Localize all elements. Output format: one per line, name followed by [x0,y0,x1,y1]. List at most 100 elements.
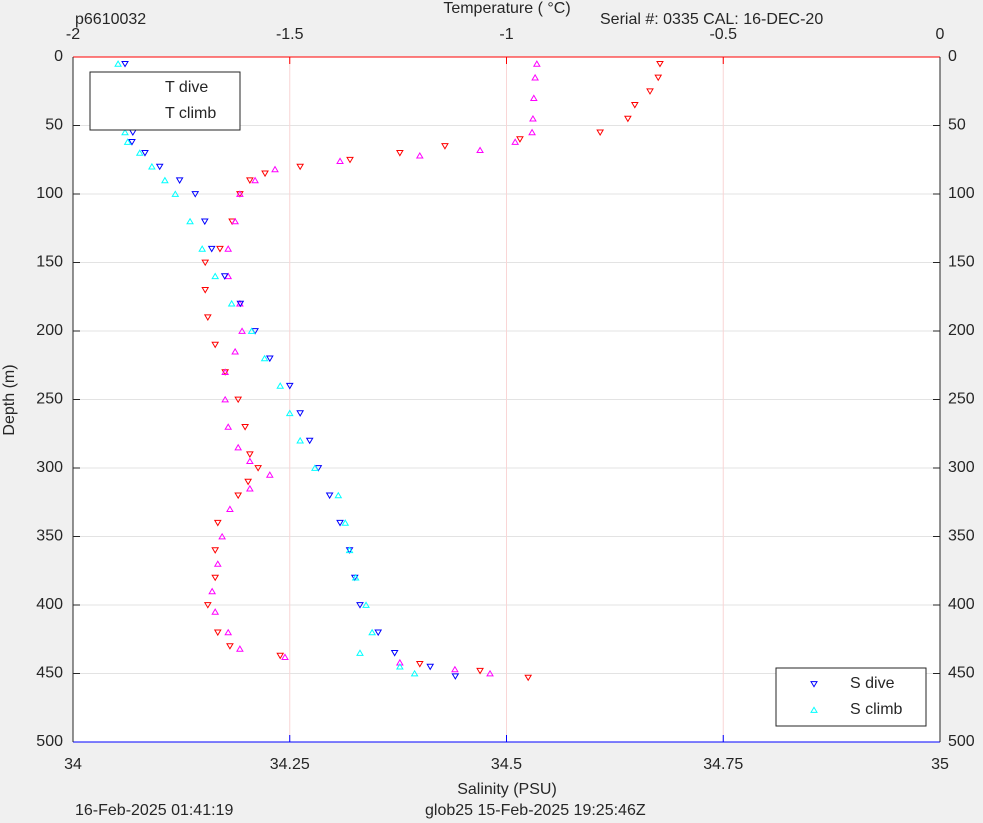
x2-tick-label: -2 [66,26,80,43]
y2-tick-label: 0 [948,48,957,65]
point [236,645,244,652]
point [451,665,459,673]
point [224,245,233,252]
point [630,102,639,109]
point [260,354,269,362]
point [161,176,169,184]
point [141,150,149,157]
y2-tick-label: 450 [948,665,975,682]
point [476,146,484,154]
y2-tick-label: 300 [948,459,975,476]
y-tick-label: 50 [45,117,63,134]
x-tick-label: 34.25 [270,756,310,773]
point [254,465,262,472]
point [656,60,664,68]
point [171,190,180,197]
point [221,395,230,403]
point [231,347,240,355]
legend-label: S climb [850,701,903,718]
point [234,443,243,451]
legend-label: S dive [850,675,895,692]
point [276,652,285,660]
point [390,650,399,657]
y-tick-label: 450 [36,665,63,682]
point [251,176,259,184]
point [121,128,129,136]
point [211,547,220,554]
point [516,136,524,143]
point [524,674,533,682]
point [123,138,132,145]
point [211,341,220,349]
y-tick-label: 150 [36,254,63,271]
x2-tick-label: 0 [936,26,945,43]
y2-tick-label: 200 [948,322,975,339]
point [201,287,210,294]
x-tick-label: 34.5 [491,756,522,773]
point [351,573,360,581]
y-tick-label: 300 [36,459,63,476]
point [374,629,383,637]
point [410,669,419,677]
point [529,114,537,122]
y2-tick-label: 250 [948,391,975,408]
point [281,653,289,660]
point [528,128,536,136]
point [114,60,122,67]
y2-tick-label: 100 [948,185,975,202]
point [236,300,245,308]
legend-marker [810,681,818,688]
point [211,574,220,582]
label-right: Serial #: 0335 CAL: 16-DEC-20 [600,11,823,28]
point [346,156,354,164]
point [207,245,216,253]
point [221,368,230,375]
point [241,424,249,431]
point [441,143,449,150]
point [208,587,217,595]
point [476,667,484,675]
x-tick-label: 34 [64,756,82,773]
point [261,170,269,178]
point [135,149,144,156]
point [200,218,209,226]
point [532,60,541,67]
y-tick-label: 100 [36,185,63,202]
x2-tick-label: -1.5 [276,26,304,43]
point [654,74,663,82]
point [224,628,233,636]
point [218,532,226,540]
legend-marker [810,706,818,713]
point [213,560,222,567]
y-axis-label: Depth (m) [1,364,18,435]
legend-box [89,71,241,131]
point [265,355,274,363]
point [211,608,220,615]
point [451,673,460,680]
point [336,519,344,527]
point [245,484,254,492]
y-tick-label: 200 [36,322,63,339]
point [245,177,254,184]
point [227,299,236,307]
x2-axis-label: Temperature ( °C) [443,0,570,17]
point [211,272,220,280]
point [226,505,234,512]
point [244,478,253,486]
y-tick-label: 350 [36,528,63,545]
point [285,382,294,390]
point [415,151,424,159]
point [121,60,129,68]
point [201,259,210,267]
point [356,649,364,656]
y2-tick-label: 150 [948,254,975,271]
point [234,396,243,404]
label-left: p6610032 [75,11,146,28]
y-tick-label: 400 [36,596,63,613]
legend-label: T dive [165,79,208,96]
point [350,574,359,582]
point [213,519,222,527]
point [345,546,354,554]
point [356,602,364,609]
point [624,115,632,123]
